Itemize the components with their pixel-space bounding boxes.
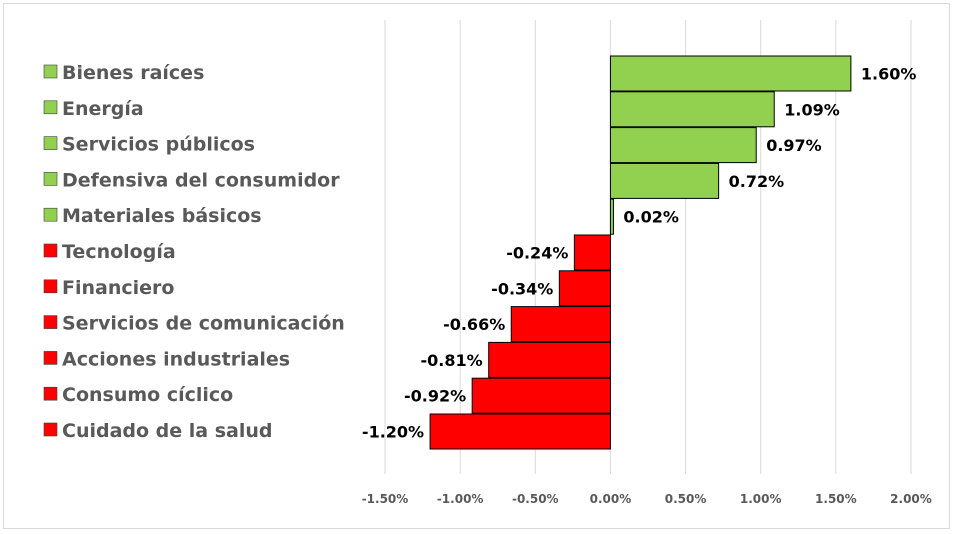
bar (609, 91, 775, 128)
bar (429, 413, 611, 450)
data-label: -0.34% (491, 279, 553, 298)
bar (471, 377, 611, 414)
data-label: 0.97% (766, 136, 822, 155)
legend-entry: Cuidado de la salud (62, 420, 273, 442)
data-label: 0.02% (623, 208, 679, 227)
legend-swatch (43, 100, 58, 115)
x-axis-ticks: -1.50% -1.00% -0.50% 0.00% 0.50% 1.00% 1.50% 2.… (362, 492, 932, 506)
legend-entry: Acciones industriales (62, 348, 290, 370)
data-labels: 1.60% 1.09% 0.97% 0.72% 0.02% -0.24% -0.34% -0.… (362, 65, 916, 442)
legend-swatch (43, 136, 58, 150)
legend-swatch (43, 172, 58, 186)
legend-swatch (43, 386, 58, 401)
data-label: -0.92% (404, 387, 466, 406)
bar (573, 234, 611, 271)
legend-entry: Tecnología (62, 241, 176, 263)
data-label: 1.09% (784, 100, 840, 119)
legend-entry: Consumo cíclico (62, 384, 233, 406)
legend-entry: Servicios de comunicación (62, 313, 345, 335)
legend-swatch (43, 279, 58, 294)
legend-entry: Financiero (62, 277, 174, 299)
legend-swatch (43, 243, 58, 258)
bar (609, 55, 852, 92)
data-label: -0.66% (443, 315, 505, 334)
x-tick-label: 2.00% (890, 492, 932, 506)
x-tick-label: -1.00% (437, 492, 484, 506)
bar (488, 341, 611, 378)
legend-entry: Materiales básicos (62, 205, 262, 227)
bar (558, 270, 611, 307)
data-label: -1.20% (362, 423, 424, 442)
x-tick-label: 0.50% (665, 492, 707, 506)
legend-swatch (43, 64, 58, 79)
legend-entry: Servicios públicos (62, 134, 255, 156)
legend-swatch (43, 351, 58, 365)
x-tick-label: -0.50% (512, 492, 559, 506)
data-label: 0.72% (729, 172, 785, 191)
bar (609, 162, 720, 199)
x-tick-label: -1.50% (362, 492, 409, 506)
legend-entry: Energía (62, 98, 144, 120)
legend-swatch (43, 422, 58, 437)
legend-entry: Bienes raíces (62, 62, 204, 84)
bar (609, 127, 757, 164)
legend-entry: Defensiva del consumidor (62, 169, 340, 191)
bar (510, 306, 611, 343)
x-tick-label: 1.50% (815, 492, 857, 506)
bars (429, 55, 852, 450)
bar (609, 198, 614, 235)
x-tick-label: 1.00% (740, 492, 782, 506)
data-label: 1.60% (861, 65, 917, 84)
legend-swatch (43, 207, 58, 222)
x-tick-label: 0.00% (590, 492, 632, 506)
legend: Bienes raíces Energía Servicios públicos De… (43, 62, 345, 442)
data-label: -0.24% (506, 244, 568, 263)
data-label: -0.81% (421, 351, 483, 370)
legend-swatch (43, 315, 58, 329)
